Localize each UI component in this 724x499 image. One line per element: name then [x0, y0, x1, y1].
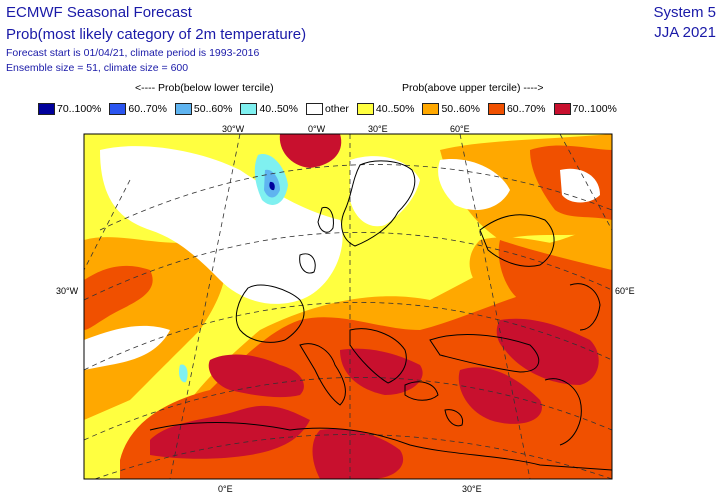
legend-swatch: [174, 103, 192, 115]
legend-label: 40..50%: [259, 103, 298, 115]
field-white-nw: [84, 325, 170, 370]
legend-swatch: [305, 103, 323, 115]
legend-item-above-60: 60..70%: [487, 103, 546, 115]
legend-item-other: other: [305, 103, 349, 115]
legend-item-above-50: 50..60%: [422, 103, 480, 115]
field-white-se: [560, 168, 600, 203]
legend-item-below-60: 60..70%: [109, 103, 167, 115]
legend-swatch: [487, 103, 505, 115]
field-darkred-africa: [312, 428, 404, 479]
legend-label: 50..60%: [441, 103, 480, 115]
field-darkred-turkey: [458, 367, 542, 424]
probability-field: [84, 134, 612, 479]
season-label: JJA 2021: [654, 24, 716, 41]
system-label: System 5: [653, 4, 716, 21]
lon-label-0-top: 0°W: [308, 124, 326, 134]
legend-label: 70..100%: [572, 103, 617, 115]
field-red-orange-east: [498, 240, 612, 320]
legend-swatch: [356, 103, 374, 115]
legend-item-above-40: 40..50%: [356, 103, 415, 115]
page-title: ECMWF Seasonal Forecast: [6, 4, 192, 21]
legend-label: 60..70%: [506, 103, 546, 115]
legend-label: 40..50%: [375, 103, 415, 115]
legend-item-below-70: 70..100%: [38, 103, 101, 115]
field-navy-greenland: [269, 181, 275, 191]
lon-label-60e-top: 60°E: [450, 124, 470, 134]
legend-swatch: [38, 103, 55, 115]
legend-label: 60..70%: [128, 103, 167, 115]
field-red-orange-atlantic: [84, 265, 153, 330]
field-darkred-arctic: [279, 134, 342, 168]
lon-label-30e-bottom: 30°E: [462, 484, 482, 494]
legend-swatch: [553, 103, 571, 115]
field-white-scandinavia: [350, 156, 420, 227]
lat-label-60e-right: 60°E: [615, 286, 635, 296]
field-darkred-balkans: [340, 348, 423, 395]
lon-label-30e-top: 30°E: [368, 124, 388, 134]
ensemble-info: Ensemble size = 51, climate size = 600: [6, 62, 189, 74]
legend-swatch: [422, 103, 440, 115]
legend-swatch: [240, 103, 258, 115]
legend-above-heading: Prob(above upper tercile) ---->: [402, 82, 544, 94]
legend-swatch: [109, 103, 127, 115]
legend: 70..100% 60..70% 50..60% 40..50% other 4…: [38, 103, 625, 115]
legend-label: 70..100%: [57, 103, 102, 115]
lon-label-30w-top: 30°W: [222, 124, 245, 134]
legend-label: other: [324, 103, 349, 115]
lon-label-0-bottom: 0°E: [218, 484, 233, 494]
legend-label: 50..60%: [193, 103, 233, 115]
legend-item-below-40: 40..50%: [240, 103, 298, 115]
page-subtitle: Prob(most likely category of 2m temperat…: [6, 26, 307, 43]
graticule: [84, 134, 612, 479]
field-white-east: [438, 159, 510, 210]
field-cyan-south: [178, 364, 188, 383]
field-darkred-iberia: [150, 405, 310, 459]
legend-item-below-50: 50..60%: [174, 103, 233, 115]
lat-label-30w-left: 30°W: [56, 286, 79, 296]
field-darkred-caspian: [496, 318, 599, 385]
field-darkred-italy: [208, 354, 304, 398]
map-frame: [83, 133, 613, 480]
coastlines: [149, 160, 612, 471]
legend-below-heading: <---- Prob(below lower tercile): [135, 82, 274, 94]
forecast-info: Forecast start is 01/04/21, climate peri…: [6, 47, 260, 59]
legend-item-above-70: 70..100%: [553, 103, 617, 115]
